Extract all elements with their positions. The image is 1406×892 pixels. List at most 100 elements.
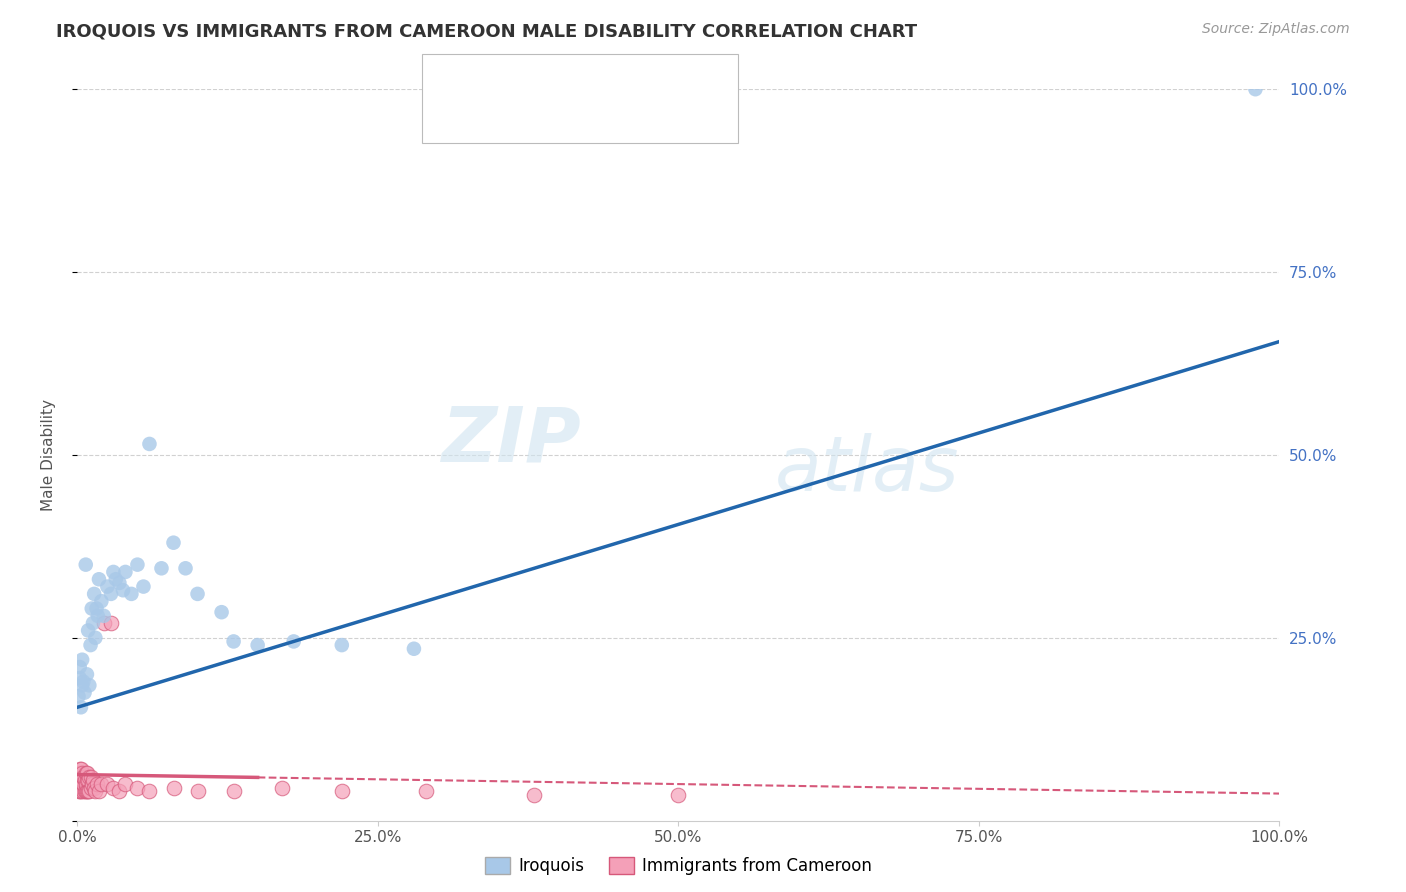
Point: [86, 777, 108, 791]
Point: [72, 777, 94, 791]
Point: [127, 558, 149, 572]
Point: [70, 678, 93, 692]
Point: [100, 587, 122, 601]
Point: [111, 583, 134, 598]
Point: [104, 572, 127, 586]
Point: [87, 784, 110, 798]
Point: [415, 784, 437, 798]
Point: [187, 587, 209, 601]
Point: [70, 773, 93, 788]
Point: [70, 780, 93, 795]
Point: [211, 605, 233, 619]
Point: [79, 770, 101, 784]
Point: [138, 437, 160, 451]
Point: [72, 770, 94, 784]
Point: [79, 638, 101, 652]
Point: [70, 784, 93, 798]
Text: R =   0.618   N = 44: R = 0.618 N = 44: [489, 70, 652, 86]
Point: [93, 608, 115, 623]
Point: [67, 690, 90, 704]
Point: [75, 784, 97, 798]
Point: [330, 638, 353, 652]
Point: [70, 700, 93, 714]
Y-axis label: Male Disability: Male Disability: [42, 399, 56, 511]
Point: [69, 671, 91, 685]
Point: [80, 777, 103, 791]
Point: [96, 777, 118, 791]
Point: [668, 788, 690, 802]
Point: [270, 780, 292, 795]
Point: [283, 634, 305, 648]
Point: [76, 773, 98, 788]
Point: [67, 770, 90, 784]
Point: [70, 777, 93, 791]
Point: [75, 777, 97, 791]
Point: [402, 641, 425, 656]
Point: [86, 601, 108, 615]
Point: [87, 608, 110, 623]
Point: [73, 686, 96, 700]
Point: [67, 773, 90, 788]
Text: ZIP: ZIP: [443, 403, 582, 477]
Point: [76, 766, 98, 780]
FancyBboxPatch shape: [443, 95, 478, 118]
Point: [222, 634, 245, 648]
Point: [103, 780, 125, 795]
Text: R = -0.098   N = 57: R = -0.098 N = 57: [489, 100, 647, 114]
Point: [246, 638, 269, 652]
Point: [127, 780, 149, 795]
Point: [77, 773, 100, 788]
Text: atlas: atlas: [775, 433, 959, 507]
Point: [87, 572, 110, 586]
Point: [82, 773, 104, 788]
Legend: Iroquois, Immigrants from Cameroon: Iroquois, Immigrants from Cameroon: [478, 850, 879, 882]
Point: [1244, 82, 1267, 96]
Point: [84, 784, 107, 798]
Point: [108, 784, 131, 798]
Text: Source: ZipAtlas.com: Source: ZipAtlas.com: [1202, 22, 1350, 37]
Point: [120, 587, 142, 601]
Point: [67, 777, 90, 791]
Point: [108, 576, 131, 591]
Point: [103, 565, 125, 579]
Point: [187, 784, 209, 798]
Point: [82, 616, 104, 631]
Point: [69, 784, 91, 798]
Point: [70, 653, 93, 667]
Point: [70, 763, 93, 777]
Point: [75, 766, 97, 780]
Point: [79, 770, 101, 784]
Point: [69, 777, 91, 791]
Point: [80, 601, 103, 615]
Point: [70, 770, 93, 784]
Text: IROQUOIS VS IMMIGRANTS FROM CAMEROON MALE DISABILITY CORRELATION CHART: IROQUOIS VS IMMIGRANTS FROM CAMEROON MAL…: [56, 22, 917, 40]
Point: [67, 766, 90, 780]
Point: [75, 558, 97, 572]
Point: [69, 780, 91, 795]
Point: [83, 587, 105, 601]
Point: [79, 678, 101, 692]
Point: [330, 784, 353, 798]
Point: [100, 616, 122, 631]
Point: [73, 773, 96, 788]
Point: [90, 777, 112, 791]
Point: [77, 624, 100, 638]
Point: [132, 580, 155, 594]
Point: [84, 631, 107, 645]
Point: [90, 594, 112, 608]
Point: [76, 667, 98, 681]
Point: [77, 784, 100, 798]
Point: [150, 561, 173, 575]
Point: [67, 784, 90, 798]
Point: [72, 784, 94, 798]
Point: [162, 780, 184, 795]
Point: [69, 770, 91, 784]
Point: [73, 784, 96, 798]
Point: [523, 788, 546, 802]
Point: [114, 565, 136, 579]
Point: [79, 784, 101, 798]
Point: [70, 766, 93, 780]
Point: [69, 660, 91, 674]
Point: [79, 780, 101, 795]
Point: [162, 535, 184, 549]
